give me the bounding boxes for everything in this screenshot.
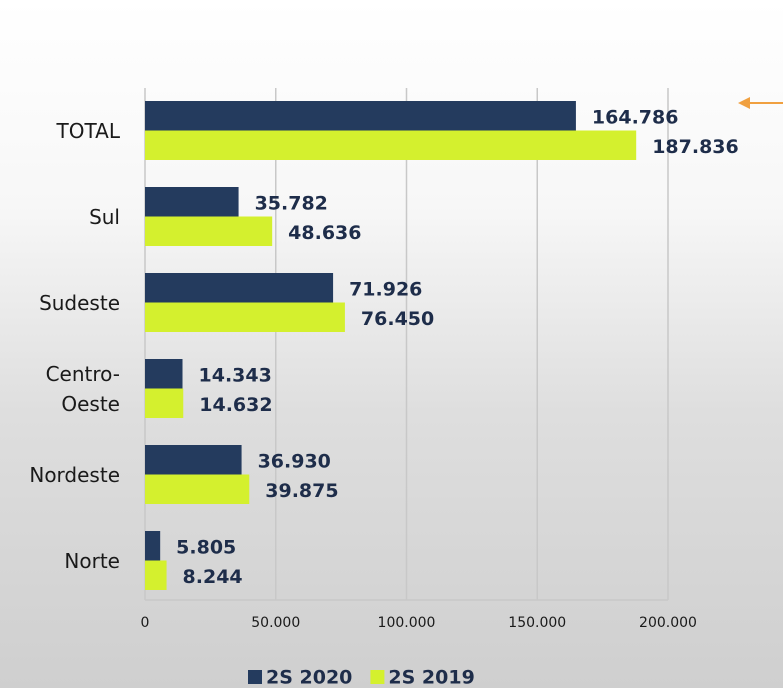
bar [145, 101, 576, 131]
data-label: 8.244 [183, 566, 243, 588]
data-label: 164.786 [592, 106, 679, 128]
bar [145, 130, 637, 160]
data-label: 76.450 [361, 308, 434, 330]
y-tick-label: Sul [89, 204, 120, 229]
bar [145, 302, 345, 332]
data-label: 71.926 [349, 278, 422, 300]
legend-swatch [370, 670, 385, 684]
legend-label: 2S 2020 [266, 667, 352, 688]
x-tick-label: 100.000 [378, 615, 436, 631]
legend-swatch [248, 670, 262, 684]
y-tick-label: Sudeste [39, 290, 120, 315]
data-label: 36.930 [258, 450, 331, 472]
x-tick-label: 50.000 [251, 615, 300, 631]
data-label: 48.636 [288, 222, 361, 244]
data-label: 187.836 [652, 136, 739, 158]
y-tick-label: Norte [64, 548, 120, 573]
data-label: 14.343 [199, 364, 272, 386]
y-tick-label: Nordeste [29, 462, 120, 487]
data-label: 39.875 [265, 480, 338, 502]
bar [145, 388, 184, 418]
bar [145, 474, 250, 504]
arrow [738, 97, 783, 109]
x-tick-label: 150.000 [508, 615, 566, 631]
legend-label: 2S 2019 [388, 667, 474, 688]
x-tick-label: 200.000 [639, 615, 697, 631]
bar [145, 273, 334, 303]
bar [145, 445, 242, 475]
bar [145, 531, 161, 561]
x-tick-label: 0 [141, 615, 150, 631]
bar [145, 560, 167, 590]
bar [145, 187, 239, 217]
data-label: 35.782 [255, 192, 328, 214]
y-tick-label: TOTAL [56, 118, 120, 143]
bar [145, 216, 273, 246]
data-label: 14.632 [199, 394, 272, 416]
bar [145, 359, 183, 389]
data-label: 5.805 [176, 536, 236, 558]
y-tick-label: Centro-Oeste [45, 361, 120, 416]
